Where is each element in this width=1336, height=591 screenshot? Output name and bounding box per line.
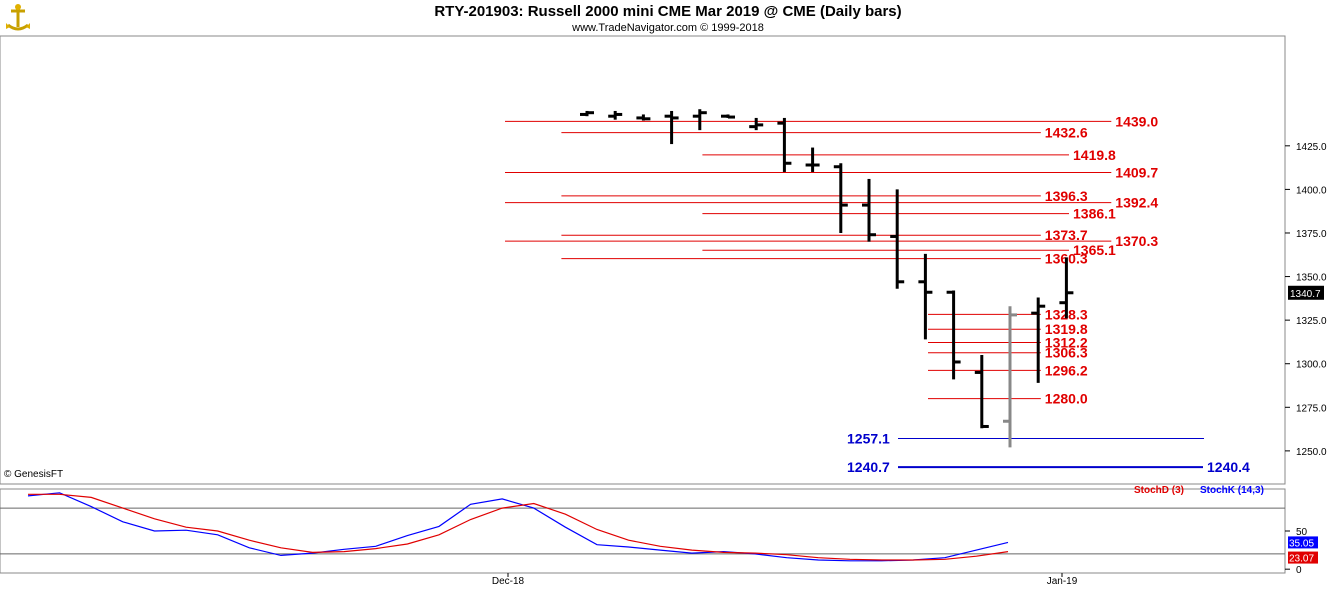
stoch-tick-label: 0 xyxy=(1296,565,1302,576)
level-label: 1257.1 xyxy=(847,431,890,447)
price-tick-label: 1275.0 xyxy=(1296,403,1327,414)
ohlc-bar xyxy=(805,147,820,172)
level-label: 1240.7 xyxy=(847,459,890,475)
ohlc-bar xyxy=(777,117,792,172)
level-label: 1365.1 xyxy=(1073,242,1116,258)
legend-stoch-k: StochK (14,3) xyxy=(1200,485,1264,496)
ohlc-bar xyxy=(1031,297,1046,383)
level-label: 1432.6 xyxy=(1045,125,1088,141)
level-label: 1319.8 xyxy=(1045,321,1088,337)
level-label: 1396.3 xyxy=(1045,188,1088,204)
price-tick-label: 1350.0 xyxy=(1296,273,1327,284)
stoch-d-value-tag: 23.07 xyxy=(1289,554,1314,565)
level-label: 1306.3 xyxy=(1045,345,1088,361)
ohlc-bar xyxy=(974,355,989,429)
ohlc-bar xyxy=(833,163,848,233)
stoch-k-value-tag-bg xyxy=(1288,536,1318,549)
ohlc-bar xyxy=(890,189,905,289)
level-label: 1312.2 xyxy=(1045,334,1088,350)
price-axis: 1250.0 1275.0 1300.0 1325.0 1350.0 1375.0 1400… xyxy=(1285,142,1327,458)
ohlc-bar xyxy=(749,117,764,131)
price-tick-label: 1325.0 xyxy=(1296,316,1327,327)
date-tick-label: Dec-18 xyxy=(492,576,525,587)
level-label: 1370.3 xyxy=(1115,233,1158,249)
legend-stoch-d: StochD (3) xyxy=(1134,485,1184,496)
stoch-k-value-tag: 35.05 xyxy=(1289,538,1314,549)
ohlc-bar xyxy=(692,109,707,131)
chart-subtitle: www.TradeNavigator.com © 1999-2018 xyxy=(572,22,764,34)
ohlc-bar xyxy=(1059,257,1074,319)
level-label: 1280.0 xyxy=(1045,391,1088,407)
price-tick-label: 1300.0 xyxy=(1296,360,1327,371)
price-bars xyxy=(580,109,1074,448)
date-axis: Dec-18 Jan-19 xyxy=(492,573,1078,587)
price-tick-label: 1250.0 xyxy=(1296,447,1327,458)
ohlc-bar xyxy=(608,110,623,120)
ohlc-bar xyxy=(664,110,679,145)
level-label: 1439.0 xyxy=(1115,113,1158,129)
ohlc-bar xyxy=(721,114,735,119)
price-tick-label: 1375.0 xyxy=(1296,229,1327,240)
ohlc-bar xyxy=(1003,306,1017,448)
price-tick-label: 1425.0 xyxy=(1296,142,1327,153)
last-price-tag-bg xyxy=(1288,285,1324,300)
ohlc-bar xyxy=(918,253,933,340)
level-label: 1296.2 xyxy=(1045,362,1088,378)
level-label: 1373.7 xyxy=(1045,227,1088,243)
price-panel-border xyxy=(0,35,1286,485)
ohlc-bar xyxy=(946,290,961,380)
level-label: 1240.4 xyxy=(1207,459,1250,475)
last-price-tag: 1340.7 xyxy=(1290,289,1321,300)
stoch-d-line xyxy=(28,493,1009,561)
ohlc-bar xyxy=(580,110,594,117)
level-label: 1386.1 xyxy=(1073,206,1116,222)
copyright-label: © GenesisFT xyxy=(4,469,64,480)
chart-title: RTY-201903: Russell 2000 mini CME Mar 20… xyxy=(434,3,902,20)
ohlc-bar xyxy=(862,178,876,242)
date-tick-label: Jan-19 xyxy=(1047,576,1078,587)
level-label: 1409.7 xyxy=(1115,164,1158,180)
level-label: 1392.4 xyxy=(1115,195,1158,211)
price-tick-label: 1400.0 xyxy=(1296,185,1327,196)
stoch-d-value-tag-bg xyxy=(1288,551,1318,564)
stochastic-panel: 0 50 StochD (3) StochK (14,3) 35.05 23.07 xyxy=(0,485,1318,576)
stoch-tick-label: 50 xyxy=(1296,527,1308,538)
stoch-k-line xyxy=(27,492,1009,562)
level-label: 1419.8 xyxy=(1073,147,1116,163)
trade-navigator-logo-icon xyxy=(4,3,32,33)
ohlc-bar xyxy=(636,114,651,121)
